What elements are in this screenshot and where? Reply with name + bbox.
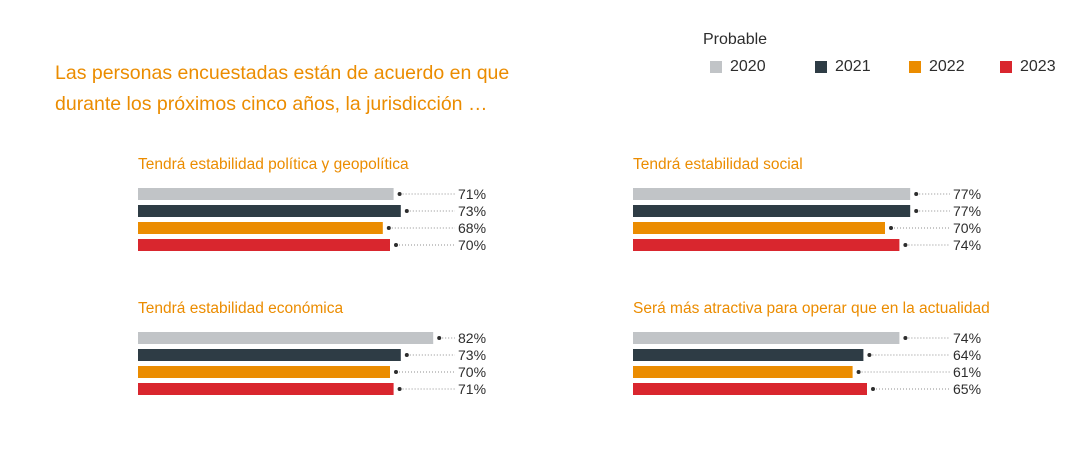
bar-2021	[633, 205, 911, 217]
legend-item-2023: 2023	[993, 58, 1056, 76]
value-label: 74%	[953, 330, 981, 346]
panel-title: Tendrá estabilidad política y geopolític…	[138, 156, 409, 173]
legend-item-2022: 2022	[902, 58, 993, 76]
panel-3: Tendrá estabilidad económica 82%73%70%71%	[138, 300, 486, 397]
legend: Probable 2020 2021 2022 2023	[703, 31, 1056, 76]
bar-2023	[633, 239, 900, 251]
bar-2022	[138, 366, 390, 378]
bar-end-dot	[871, 387, 875, 391]
bar-end-dot	[404, 353, 409, 357]
value-label: 73%	[458, 203, 486, 219]
legend-item-2020: 2020	[703, 58, 808, 76]
bar-2021	[633, 349, 864, 361]
panel-title: Tendrá estabilidad económica	[138, 300, 343, 317]
panel-title: Tendrá estabilidad social	[633, 156, 803, 173]
bar-end-dot	[404, 209, 409, 213]
panel-title: Será más atractiva para operar que en la…	[633, 300, 990, 317]
bar-end-dot	[914, 209, 919, 213]
value-label: 71%	[458, 186, 486, 202]
legend-swatch-2020	[710, 61, 722, 73]
bar-end-dot	[889, 226, 893, 230]
value-label: 71%	[458, 381, 486, 397]
value-label: 68%	[458, 220, 486, 236]
value-label: 77%	[953, 203, 981, 219]
bar-end-dot	[437, 336, 442, 340]
bar-2023	[138, 383, 394, 395]
bar-2023	[138, 239, 390, 251]
bar-end-dot	[394, 370, 398, 374]
panel-4: Será más atractiva para operar que en la…	[633, 300, 990, 397]
legend-label: 2021	[835, 58, 871, 75]
bar-2020	[633, 332, 900, 344]
legend-label: 2022	[929, 58, 965, 75]
bar-end-dot	[903, 243, 908, 247]
legend-swatch-2023	[1000, 61, 1012, 73]
value-label: 73%	[458, 347, 486, 363]
value-label: 65%	[953, 381, 981, 397]
bar-end-dot	[914, 192, 919, 196]
value-label: 61%	[953, 364, 981, 380]
value-label: 82%	[458, 330, 486, 346]
bar-2020	[633, 188, 911, 200]
bar-2023	[633, 383, 867, 395]
legend-swatch-2021	[815, 61, 827, 73]
value-label: 77%	[953, 186, 981, 202]
legend-label: 2023	[1020, 58, 1056, 75]
value-label: 64%	[953, 347, 981, 363]
bar-end-dot	[397, 387, 402, 391]
bar-2022	[633, 366, 853, 378]
value-label: 74%	[953, 237, 981, 253]
bar-2022	[633, 222, 885, 234]
bar-end-dot	[903, 336, 908, 340]
bar-2020	[138, 332, 434, 344]
legend-heading: Probable	[703, 31, 768, 48]
bar-2021	[138, 349, 401, 361]
title-line-1: Las personas encuestadas están de acuerd…	[55, 62, 510, 84]
value-label: 70%	[953, 220, 981, 236]
bar-end-dot	[386, 226, 391, 230]
legend-swatch-2022	[909, 61, 921, 73]
bar-2021	[138, 205, 401, 217]
bar-end-dot	[397, 192, 402, 196]
bar-end-dot	[867, 353, 872, 357]
bar-2020	[138, 188, 394, 200]
bar-end-dot	[856, 370, 861, 374]
bar-end-dot	[394, 243, 398, 247]
legend-item-2021: 2021	[808, 58, 902, 76]
legend-label: 2020	[730, 58, 766, 75]
title-line-2: durante los próximos cinco años, la juri…	[55, 93, 488, 115]
chart-main-title: Las personas encuestadas están de acuerd…	[55, 58, 575, 120]
bar-2022	[138, 222, 383, 234]
panel-1: Tendrá estabilidad política y geopolític…	[138, 156, 486, 253]
value-label: 70%	[458, 364, 486, 380]
value-label: 70%	[458, 237, 486, 253]
